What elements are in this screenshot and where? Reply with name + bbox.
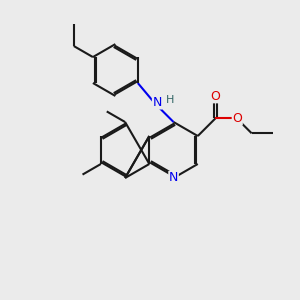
- Text: N: N: [169, 172, 178, 184]
- Text: N: N: [152, 96, 162, 109]
- Text: H: H: [166, 95, 174, 105]
- Text: O: O: [211, 90, 220, 103]
- Text: O: O: [232, 112, 242, 125]
